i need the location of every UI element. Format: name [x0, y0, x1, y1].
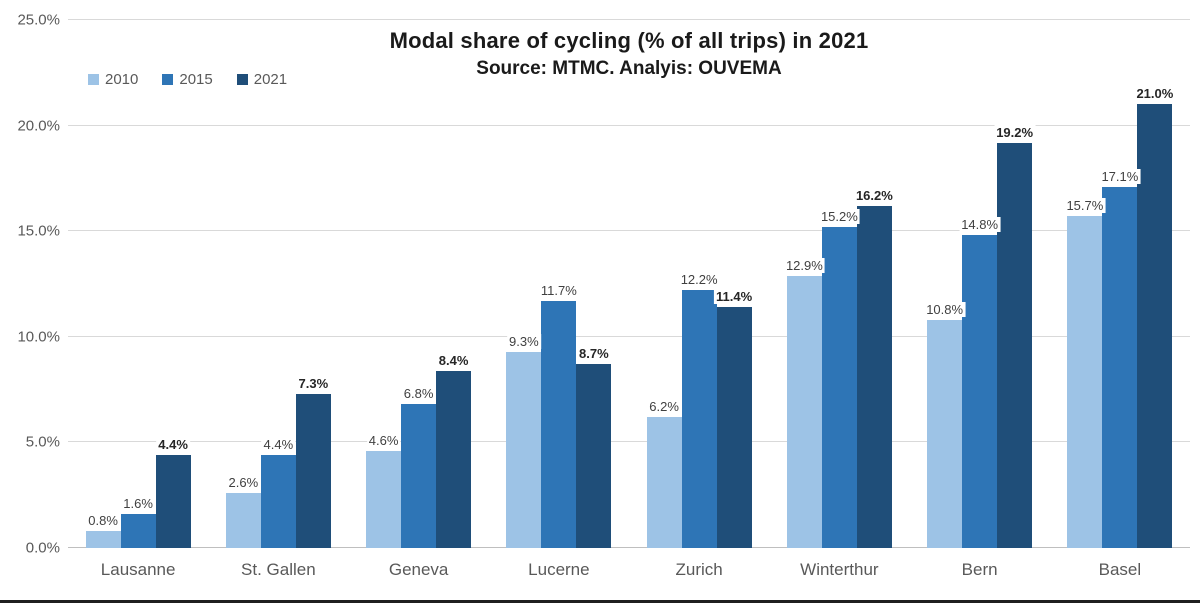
- chart-legend: 2010 2015 2021: [88, 71, 287, 88]
- bar-value-label: 11.7%: [538, 282, 579, 298]
- gridline-15: [68, 230, 1190, 232]
- chart-title: Modal share of cycling (% of all trips) …: [389, 28, 869, 53]
- bar-2015: 11.7%: [538, 282, 579, 548]
- bar-group-lausanne: 0.8% 1.6% 4.4%: [68, 20, 208, 548]
- bar-value-label: 4.4%: [261, 437, 296, 453]
- y-tick-label: 0.0%: [25, 539, 60, 557]
- bar-2010: 9.3%: [506, 333, 542, 548]
- bar-value-label: 6.2%: [647, 399, 681, 415]
- gridline-0: [68, 547, 1190, 548]
- bottom-edge-strip: [0, 600, 1200, 603]
- x-axis-label: St. Gallen: [241, 560, 316, 579]
- gridline-10: [68, 335, 1190, 337]
- bar-value-label: 17.1%: [1099, 168, 1141, 184]
- bar-value-label: 6.8%: [401, 386, 436, 402]
- bar-2021: 4.4%: [155, 437, 191, 548]
- plot-area: 0.8% 1.6% 4.4% 2.6% 4.4% 7.3% 4.6% 6.8% 8.4% 9.3%…: [68, 19, 1190, 548]
- x-axis-label: Lucerne: [528, 560, 590, 579]
- bar-group-lucerne: 9.3% 11.7% 8.7%: [489, 20, 629, 548]
- bar-value-label: 2.6%: [226, 475, 261, 491]
- legend-swatch-icon: [162, 74, 174, 85]
- bar-2010: 10.8%: [924, 301, 966, 548]
- bar-2010: 2.6%: [225, 475, 261, 548]
- bar-2021: 16.2%: [853, 187, 895, 548]
- x-axis-label: Bern: [961, 560, 998, 579]
- bar-value-label: 12.9%: [783, 257, 825, 273]
- bar-groups: 0.8% 1.6% 4.4% 2.6% 4.4% 7.3% 4.6% 6.8% 8.4% 9.3%…: [68, 20, 1190, 548]
- bar-group-basel: 15.7% 17.1% 21.0%: [1050, 20, 1190, 548]
- bar-value-label: 14.8%: [959, 217, 1001, 233]
- bar-value-label: 8.4%: [436, 352, 471, 368]
- bar-2010: 0.8%: [85, 513, 121, 548]
- bar-2015: 12.2%: [678, 272, 720, 548]
- gridline-5: [68, 441, 1190, 443]
- y-tick-label: 20.0%: [17, 117, 60, 135]
- gridline-20: [68, 124, 1190, 126]
- bar-2010: 4.6%: [366, 432, 402, 548]
- bar-value-label: 4.4%: [156, 437, 190, 453]
- x-axis-label: Zurich: [675, 560, 723, 579]
- x-axis-label: Winterthur: [800, 560, 879, 579]
- bar-value-label: 1.6%: [121, 496, 155, 512]
- legend-swatch-icon: [88, 74, 99, 85]
- bar-value-label: 0.8%: [86, 513, 120, 529]
- x-axis-label: Geneva: [388, 560, 449, 579]
- y-tick-label: 10.0%: [17, 328, 60, 346]
- bar-2015: 14.8%: [959, 217, 1001, 548]
- bar-value-label: 4.6%: [366, 432, 401, 448]
- y-tick-label: 15.0%: [17, 222, 60, 240]
- bar-group-geneva: 4.6% 6.8% 8.4%: [349, 20, 489, 548]
- bar-value-label: 8.7%: [577, 346, 611, 362]
- bar-2021: 21.0%: [1134, 86, 1176, 548]
- bar-2021: 7.3%: [295, 375, 331, 548]
- bar-value-label: 21.0%: [1134, 86, 1176, 102]
- x-axis-labels: Lausanne St. Gallen Geneva Lucerne Zurich Win…: [68, 560, 1190, 580]
- bar-value-label: 10.8%: [924, 301, 966, 317]
- bar-2021: 8.7%: [576, 346, 612, 548]
- bar-group-st-gallen: 2.6% 4.4% 7.3%: [208, 20, 348, 548]
- bar-2010: 12.9%: [783, 257, 825, 548]
- bar-2015: 17.1%: [1099, 168, 1141, 548]
- bar-2021: 11.4%: [714, 289, 755, 548]
- legend-item-2021: 2021: [236, 71, 288, 88]
- gridline-25: [68, 19, 1190, 20]
- legend-swatch-icon: [236, 74, 248, 85]
- bar-2010: 6.2%: [646, 399, 682, 548]
- bar-group-winterthur: 12.9% 15.2% 16.2%: [769, 20, 909, 548]
- legend-item-2015: 2015: [162, 71, 213, 88]
- legend-label: 2021: [253, 71, 288, 88]
- bar-value-label: 15.7%: [1064, 198, 1106, 214]
- legend-label: 2015: [179, 71, 213, 88]
- bar-2015: 15.2%: [818, 208, 860, 548]
- bar-2015: 1.6%: [120, 496, 156, 548]
- bar-2015: 4.4%: [260, 437, 296, 548]
- bar-value-label: 9.3%: [507, 333, 541, 349]
- bar-2021: 19.2%: [994, 124, 1036, 548]
- bar-value-label: 11.4%: [714, 289, 755, 305]
- bar-value-label: 7.3%: [296, 375, 331, 391]
- bar-2021: 8.4%: [436, 352, 472, 548]
- y-tick-label: 25.0%: [17, 11, 60, 29]
- x-axis-label: Basel: [1098, 560, 1142, 579]
- bar-2010: 15.7%: [1064, 198, 1106, 548]
- bar-value-label: 12.2%: [678, 272, 720, 288]
- y-tick-label: 5.0%: [25, 433, 60, 451]
- bar-value-label: 15.2%: [818, 208, 860, 224]
- bar-group-zurich: 6.2% 12.2% 11.4%: [629, 20, 769, 548]
- bar-value-label: 19.2%: [994, 124, 1036, 140]
- bar-group-bern: 10.8% 14.8% 19.2%: [910, 20, 1050, 548]
- legend-item-2010: 2010: [88, 71, 138, 88]
- chart-subtitle: Source: MTMC. Analyis: OUVEMA: [476, 58, 782, 79]
- bar-2015: 6.8%: [401, 386, 437, 548]
- bar-value-label: 16.2%: [853, 187, 895, 203]
- x-axis-label: Lausanne: [100, 560, 176, 579]
- legend-label: 2010: [105, 71, 139, 88]
